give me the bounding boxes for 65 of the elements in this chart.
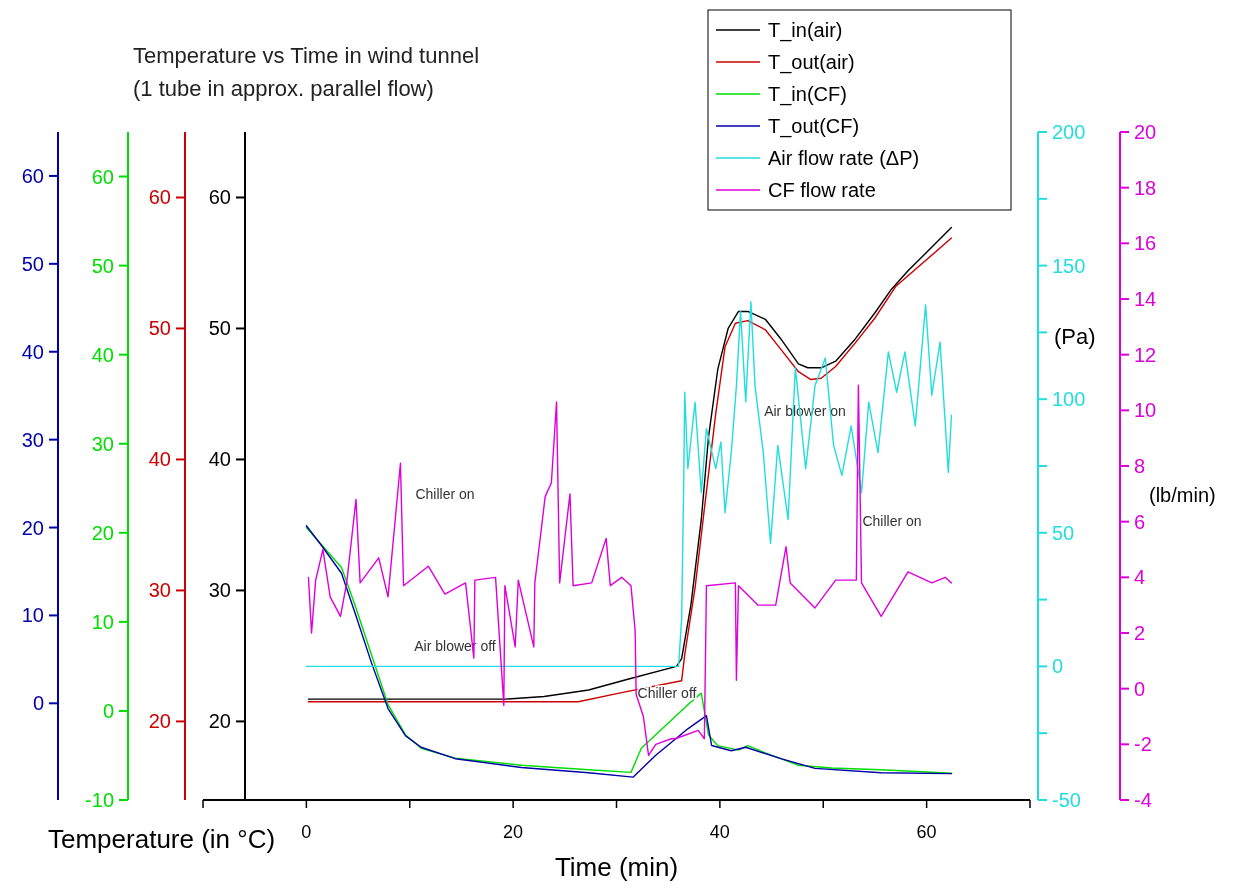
y3-tick-label: 60 bbox=[91, 165, 114, 188]
y2-tick-label: 40 bbox=[208, 448, 231, 471]
y3-tick-label: 16 bbox=[1134, 232, 1157, 255]
y2-axis-title: (Pa) bbox=[1054, 324, 1096, 349]
y3-axis-title: (lb/min) bbox=[1149, 484, 1216, 506]
y-tick-label: 20 bbox=[21, 516, 44, 539]
y-tick-label: 0 bbox=[32, 692, 44, 715]
y-tick-label: 40 bbox=[21, 340, 44, 363]
y3-tick-label: 20 bbox=[1134, 121, 1157, 143]
y2-tick-label: 50 bbox=[1052, 521, 1075, 544]
y3-tick-label: 18 bbox=[1134, 176, 1157, 199]
legend-label: T_out(CF) bbox=[768, 115, 860, 138]
legend-label: CF flow rate bbox=[768, 179, 876, 201]
x-tick-label: 0 bbox=[301, 822, 312, 842]
y3-tick-label: 8 bbox=[1134, 455, 1146, 477]
line-series bbox=[307, 384, 953, 757]
y-axis-title: Temperature (in °C) bbox=[48, 824, 276, 854]
y3-tick-label: 2 bbox=[1134, 622, 1146, 644]
legend-label: T_in(air) bbox=[768, 19, 843, 42]
y2-tick-label: 100 bbox=[1052, 388, 1086, 411]
y3-tick-label: 0 bbox=[102, 699, 114, 722]
x-tick-label: 40 bbox=[709, 822, 730, 842]
y3-tick-label: 10 bbox=[91, 610, 114, 633]
legend-label: T_in(CF) bbox=[768, 83, 847, 106]
annotation: Chiller on bbox=[415, 485, 475, 502]
y-tick-label: 30 bbox=[21, 428, 44, 451]
y-tick-label: 10 bbox=[21, 604, 44, 627]
y3-tick-label: 30 bbox=[91, 432, 114, 455]
y3-tick-label: -4 bbox=[1134, 789, 1152, 811]
y2-tick-label: 150 bbox=[1052, 254, 1086, 277]
y2-tick-label: 0 bbox=[1052, 655, 1064, 678]
line-series bbox=[305, 300, 953, 668]
y2-tick-label: -50 bbox=[1052, 789, 1081, 811]
y-tick-label: 60 bbox=[21, 164, 44, 187]
y3-tick-label: 20 bbox=[91, 521, 114, 544]
x-tick-label: 20 bbox=[503, 822, 524, 842]
y3-tick-label: 40 bbox=[91, 343, 114, 366]
y3-tick-label: 6 bbox=[1134, 510, 1146, 533]
y-tick-label: 50 bbox=[21, 252, 44, 275]
y3-tick-label: -2 bbox=[1134, 733, 1152, 756]
y3-tick-label: 0 bbox=[1134, 677, 1146, 700]
y-tick-label: 20 bbox=[148, 710, 171, 733]
y2-tick-label: 20 bbox=[208, 710, 231, 733]
legend-label: Air flow rate (ΔP) bbox=[768, 147, 920, 169]
y2-tick-label: 60 bbox=[208, 186, 231, 209]
annotation: Chiller on bbox=[862, 512, 922, 529]
y3-tick-label: -10 bbox=[85, 789, 114, 811]
y3-tick-label: 50 bbox=[91, 254, 114, 277]
x-tick-label: 60 bbox=[916, 822, 937, 842]
y3-tick-label: 14 bbox=[1134, 288, 1157, 310]
y-tick-label: 50 bbox=[148, 317, 171, 340]
y-tick-label: 60 bbox=[148, 186, 171, 209]
annotation: Chiller off bbox=[637, 684, 697, 701]
chart-title: Temperature vs Time in wind tunnel bbox=[133, 43, 480, 68]
y-tick-label: 30 bbox=[148, 579, 171, 602]
y2-tick-label: 200 bbox=[1052, 121, 1086, 143]
y3-tick-label: 10 bbox=[1134, 399, 1157, 422]
y3-tick-label: 4 bbox=[1134, 566, 1146, 589]
y2-tick-label: 30 bbox=[208, 579, 231, 602]
legend-label: T_out(air) bbox=[768, 51, 855, 74]
y2-tick-label: 50 bbox=[208, 317, 231, 340]
chart-subtitle: (1 tube in approx. parallel flow) bbox=[133, 76, 434, 101]
y-tick-label: 40 bbox=[148, 448, 171, 471]
x-axis-title: Time (min) bbox=[554, 852, 679, 882]
y3-tick-label: 12 bbox=[1134, 343, 1157, 366]
